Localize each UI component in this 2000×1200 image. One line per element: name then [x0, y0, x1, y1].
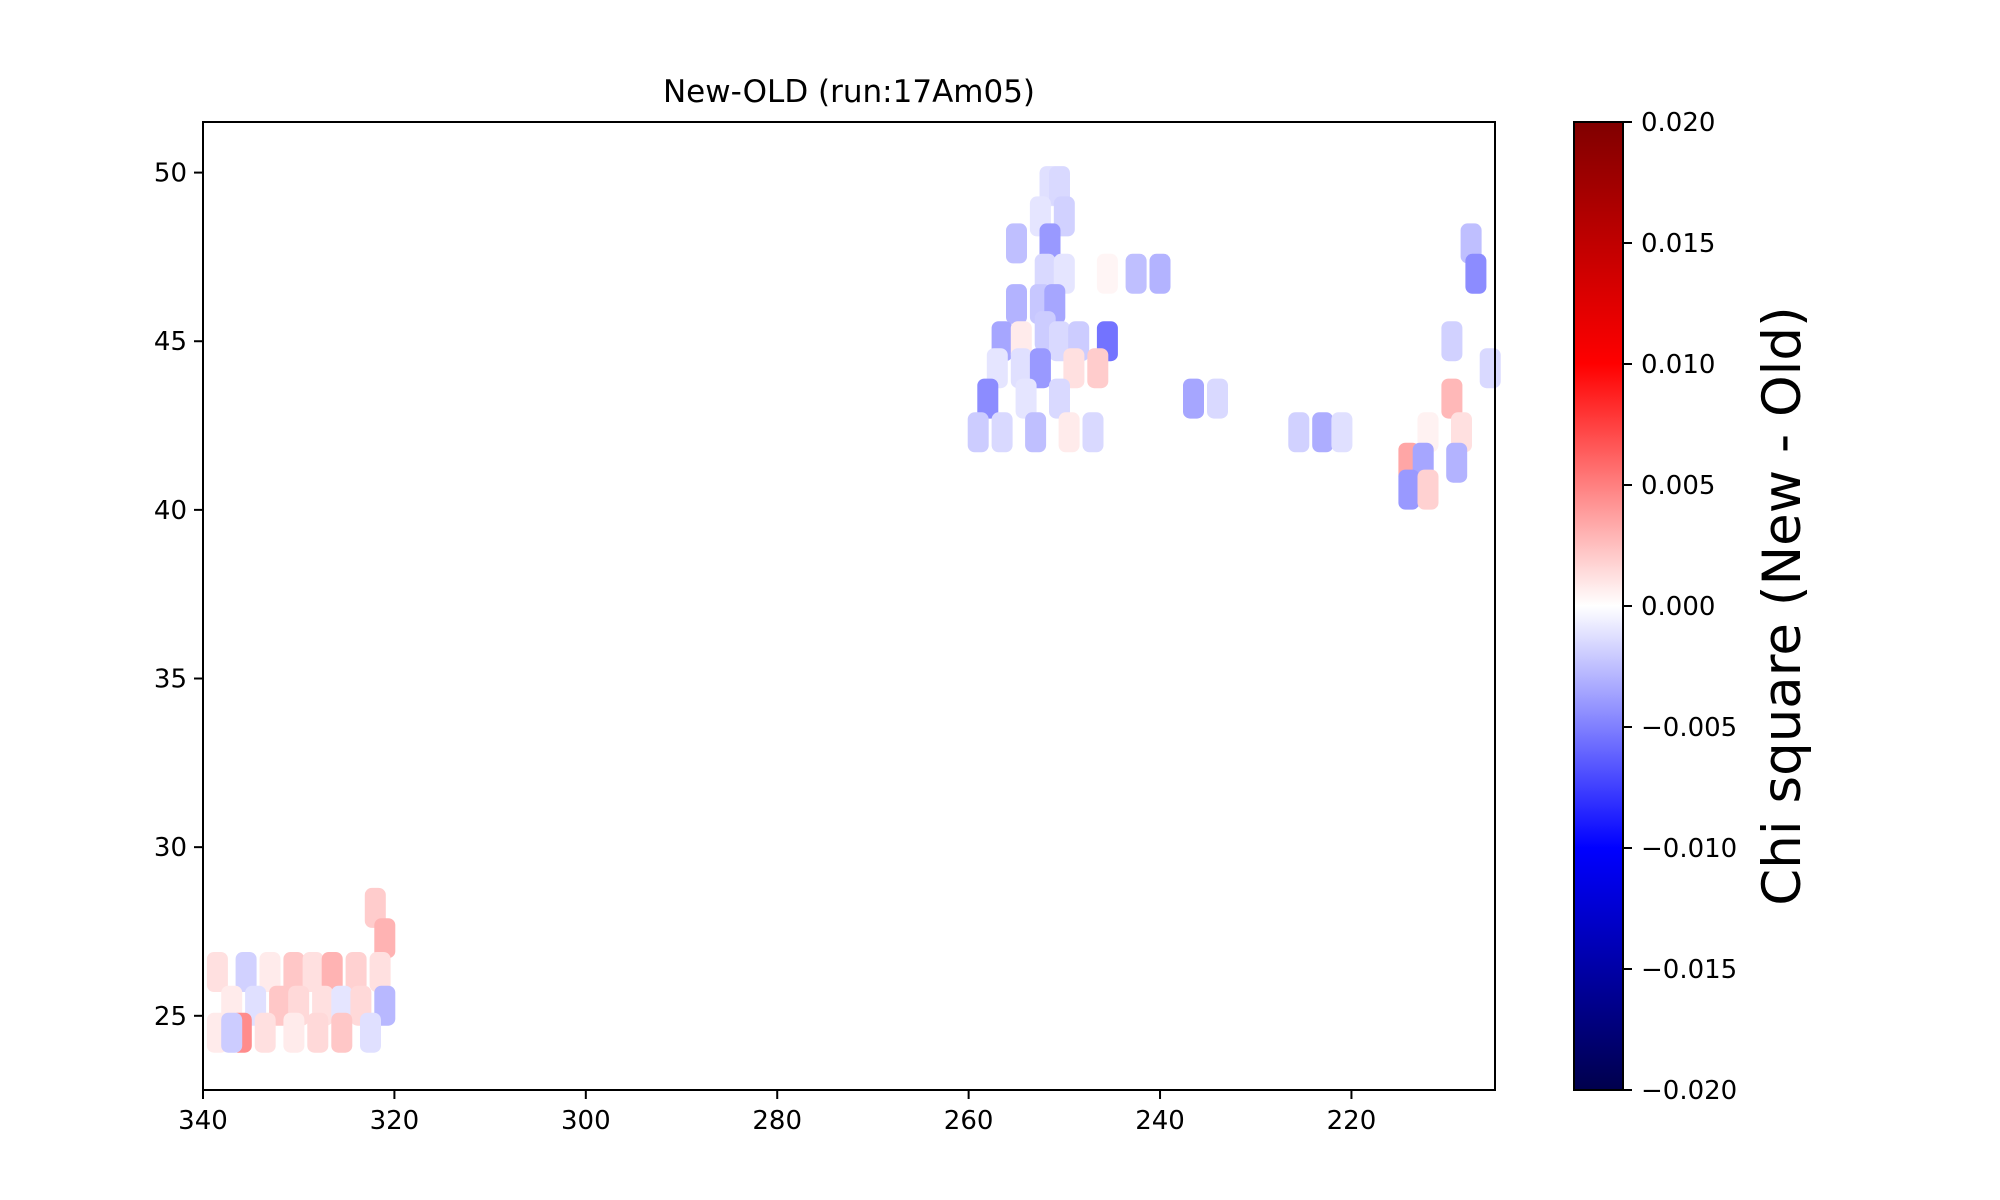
- data-point-49: [1417, 469, 1439, 510]
- y-tick-label-25: 25: [154, 1002, 187, 1032]
- data-point-23: [1063, 348, 1085, 389]
- y-tick-label-50: 50: [154, 159, 187, 189]
- colorbar-tick-label-1: 0.015: [1641, 229, 1715, 259]
- data-point-74: [331, 1012, 353, 1053]
- colorbar-tick-label-3: 0.005: [1641, 471, 1715, 501]
- colorbar-tick-label-6: −0.010: [1641, 834, 1737, 864]
- data-point-1: [1049, 166, 1070, 207]
- data-point-50: [364, 887, 386, 928]
- data-point-43: [1417, 412, 1439, 453]
- colorbar-tick-label-4: 0.000: [1641, 592, 1715, 622]
- colorbar-tick-label-2: 0.010: [1641, 350, 1715, 380]
- colorbar-axis: 0.020 0.015 0.010 0.005 0.000 −0.005 −0.010 −0.…: [1623, 108, 1737, 1106]
- x-tick-label-220: 220: [1327, 1106, 1377, 1136]
- colorbar-tick-label-8: −0.020: [1641, 1076, 1737, 1106]
- x-tick-label-260: 260: [944, 1106, 994, 1136]
- x-axis: 340 320 300 280 260 240 220: [178, 1090, 1376, 1136]
- plot-area-frame: [202, 121, 1496, 1091]
- data-point-33: [1058, 412, 1080, 453]
- data-point-7: [1053, 253, 1075, 294]
- data-point-52: [206, 952, 228, 992]
- data-point-27: [1049, 378, 1070, 419]
- data-point-40: [1441, 321, 1463, 362]
- data-point-5: [1039, 223, 1061, 264]
- chart-title: New-OLD (run:17Am05): [663, 74, 1035, 110]
- colorbar-tick-label-0: 0.020: [1641, 108, 1715, 138]
- data-point-54: [259, 952, 281, 992]
- data-point-70: [221, 1012, 243, 1053]
- data-point-41: [1479, 348, 1501, 389]
- colorbar-tick-label-5: −0.005: [1641, 713, 1737, 743]
- data-point-22: [1029, 348, 1051, 389]
- y-tick-label-35: 35: [154, 665, 187, 695]
- data-point-9: [1125, 253, 1147, 294]
- data-point-28: [1183, 378, 1204, 419]
- x-tick-label-240: 240: [1135, 1106, 1185, 1136]
- data-point-13: [1006, 284, 1027, 325]
- data-point-47: [1446, 442, 1468, 483]
- y-tick-label-45: 45: [154, 327, 187, 357]
- data-point-73: [307, 1012, 329, 1053]
- data-point-59: [369, 952, 391, 992]
- data-point-57: [321, 952, 343, 992]
- data-point-10: [1149, 253, 1171, 294]
- colorbar: [1573, 121, 1624, 1091]
- data-point-36: [1312, 412, 1334, 453]
- data-point-34: [1082, 412, 1104, 453]
- data-point-6: [1034, 253, 1056, 294]
- data-point-26: [1015, 378, 1037, 419]
- data-point-58: [345, 952, 367, 992]
- data-point-53: [235, 952, 257, 992]
- data-point-39: [1465, 253, 1487, 294]
- data-point-24: [1087, 348, 1109, 389]
- data-point-38: [1460, 223, 1482, 264]
- colorbar-label: Chi square (New - Old): [1752, 306, 1813, 905]
- data-point-8: [1096, 253, 1118, 294]
- data-point-21: [1010, 348, 1032, 389]
- x-tick-label-280: 280: [752, 1106, 802, 1136]
- data-point-29: [1207, 378, 1228, 419]
- x-tick-label-320: 320: [370, 1106, 420, 1136]
- data-point-75: [360, 1012, 381, 1053]
- data-point-32: [1025, 412, 1047, 453]
- data-point-56: [302, 952, 324, 992]
- data-point-42: [1441, 378, 1463, 419]
- colorbar-tick-label-7: −0.015: [1641, 955, 1737, 985]
- data-point-48: [1398, 469, 1420, 510]
- data-point-55: [283, 952, 305, 992]
- data-point-72: [283, 1012, 305, 1053]
- data-point-35: [1288, 412, 1310, 453]
- data-point-51: [374, 918, 396, 959]
- data-points: [206, 166, 1501, 1053]
- data-point-44: [1451, 412, 1472, 453]
- y-tick-label-40: 40: [154, 496, 187, 526]
- data-point-71: [254, 1012, 276, 1053]
- x-tick-label-300: 300: [561, 1106, 611, 1136]
- y-axis: 25 30 35 40 45 50: [154, 159, 203, 1032]
- data-point-31: [991, 412, 1013, 453]
- data-point-25: [977, 378, 999, 419]
- data-point-4: [1006, 223, 1027, 264]
- y-tick-label-30: 30: [154, 833, 187, 863]
- data-point-20: [986, 348, 1008, 389]
- data-point-37: [1331, 412, 1353, 453]
- x-tick-label-340: 340: [178, 1106, 228, 1136]
- data-point-30: [967, 412, 989, 453]
